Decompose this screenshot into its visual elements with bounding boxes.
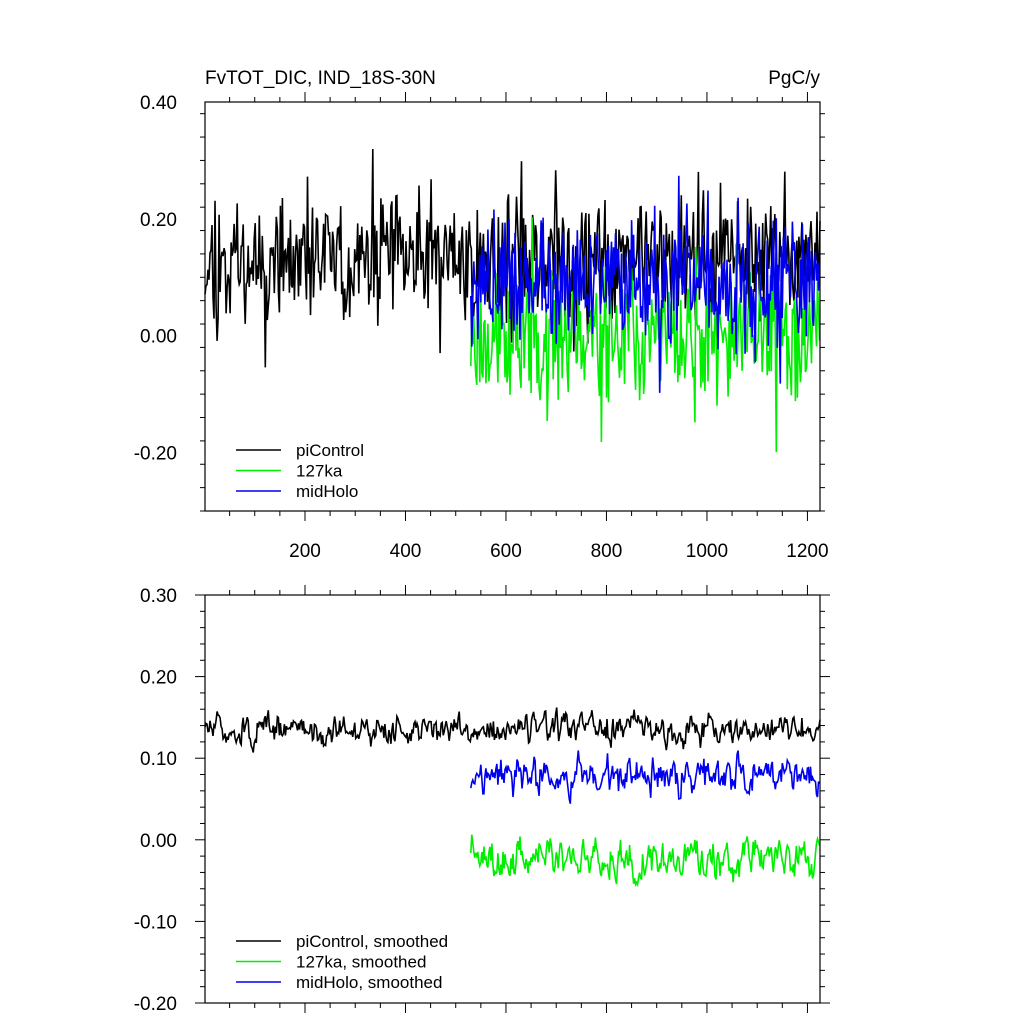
legend: piControl, smoothed 127ka, smoothedmidHol…: [236, 932, 448, 992]
panel-2: -0.20 -0.10 0.00 0.10 0.20 0.30 piControl, smo…: [134, 585, 830, 1015]
legend-entry: midHolo: [296, 482, 358, 501]
x-tick-label: 600: [490, 541, 522, 562]
legend-entry: 127ka, smoothed: [296, 953, 426, 972]
legend-entry: piControl, smoothed: [296, 932, 448, 951]
y-tick-label: -0.10: [134, 912, 177, 933]
panel-1: -0.20 0.00 0.20 0.40 200 400 600 800 1000 1200 FvT…: [134, 68, 829, 562]
x-tick-label: 1200: [786, 541, 828, 562]
y-tick-label: 0.00: [140, 327, 177, 348]
legend-entry: 127ka: [296, 462, 343, 481]
y-tick-label: 0.30: [140, 586, 177, 607]
series-line-picontrol: [204, 148, 821, 368]
legend-entry: midHolo, smoothed: [296, 973, 442, 992]
chart-title: FvTOT_DIC, IND_18S-30N: [205, 68, 436, 89]
legend-entry: piControl: [296, 441, 364, 460]
y-tick-label: -0.20: [134, 444, 177, 465]
units-label: PgC/y: [768, 68, 820, 89]
y-tick-label: 0.20: [140, 210, 177, 231]
y-tick-label: 0.20: [140, 668, 177, 689]
series-line-127ka: [470, 217, 821, 453]
plot-frame: [204, 101, 821, 512]
y-tick-label: 0.10: [140, 749, 177, 770]
x-tick-label: 200: [289, 541, 321, 562]
x-tick-label: 400: [390, 541, 422, 562]
y-tick-label: 0.40: [140, 93, 177, 114]
plot-frame: [204, 594, 821, 1004]
series-line-midholo: [470, 175, 821, 393]
series-line-midholo-smoothed: [470, 750, 821, 804]
x-tick-label: 1000: [686, 541, 728, 562]
x-tick-label: 800: [591, 541, 623, 562]
y-tick-label: -0.20: [134, 994, 177, 1015]
series-line-picontrol-smoothed: [204, 707, 821, 753]
y-tick-label: 0.00: [140, 831, 177, 852]
series-line-127ka-smoothed: [470, 834, 821, 888]
